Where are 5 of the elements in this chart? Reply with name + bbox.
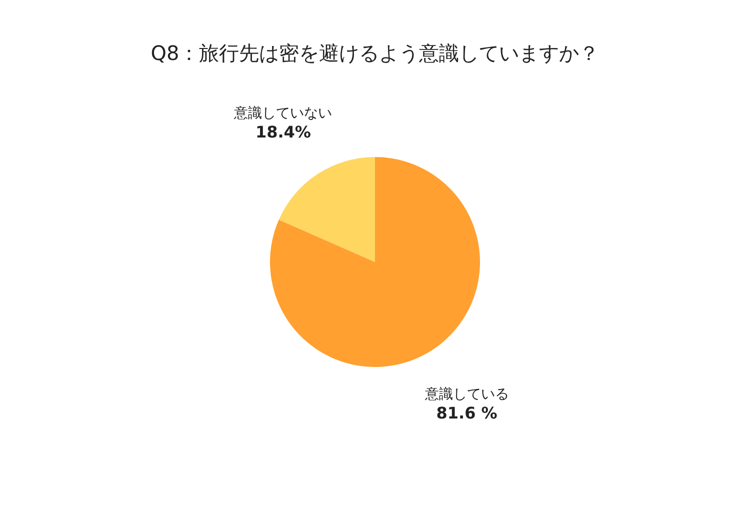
slice-label: 意識している (424, 386, 509, 403)
chart-title: Q8：旅行先は密を避けるよう意識していますか？ (150, 41, 600, 65)
slice-label: 意識していない (233, 105, 332, 122)
data-label: 81.6 % (436, 404, 498, 423)
data-label: 18.4% (255, 122, 311, 142)
